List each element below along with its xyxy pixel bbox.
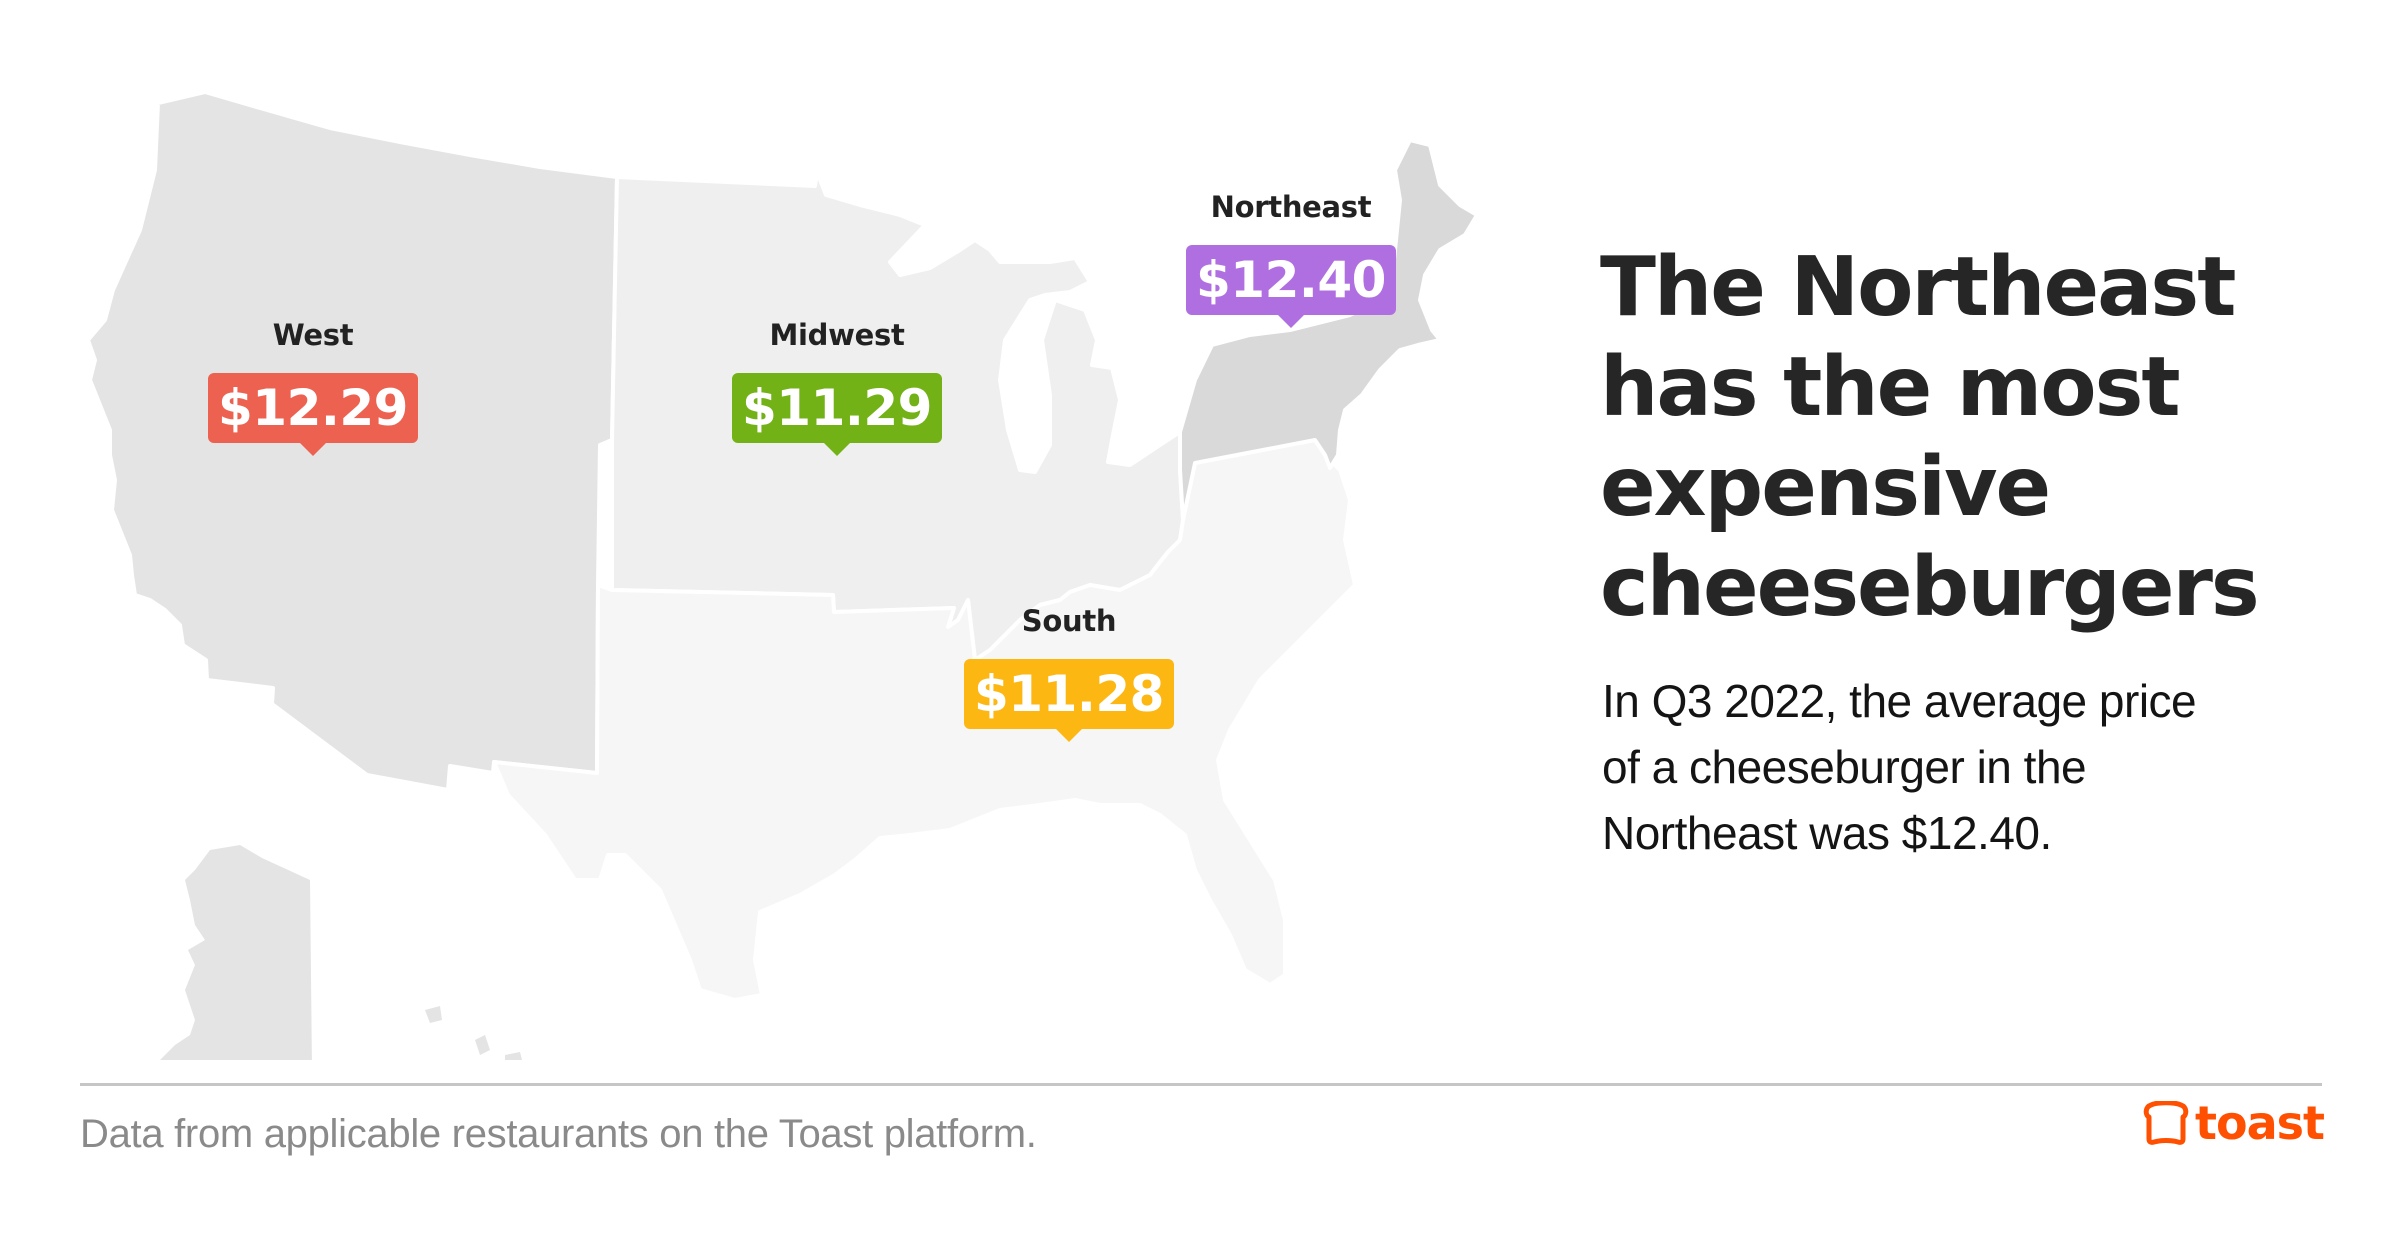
northeast-price-badge: $12.40 [1186, 245, 1396, 328]
south-price-badge: $11.28 [964, 659, 1174, 742]
headline: The Northeast has the most expensive che… [1600, 238, 2320, 638]
us-regions-map [86, 90, 1479, 1060]
description-line: In Q3 2022, the average price [1602, 675, 2197, 727]
alaska [160, 845, 312, 1060]
toast-bread-icon [2143, 1101, 2189, 1145]
west-price-badge: $12.29 [208, 373, 418, 456]
headline-line: cheeseburgers [1600, 540, 2260, 635]
northeast-name: Northeast [1210, 190, 1372, 224]
headline-line: expensive [1600, 440, 2051, 535]
footer-divider [80, 1083, 2322, 1086]
description-line: Northeast was $12.40. [1602, 807, 2052, 859]
west-name: West [272, 318, 354, 352]
midwest-price-badge: $11.29 [732, 373, 942, 456]
toast-wordmark: toast [2195, 1096, 2325, 1150]
midwest-name: Midwest [769, 318, 905, 352]
toast-logo: toast [2143, 1096, 2325, 1150]
south-name: South [1021, 604, 1117, 638]
headline-line: has the most [1600, 340, 2181, 435]
data-source-note: Data from applicable restaurants on the … [80, 1112, 1037, 1156]
headline-line: The Northeast [1600, 240, 2236, 335]
description-line: of a cheeseburger in the [1602, 741, 2087, 793]
region-south [492, 438, 1357, 1002]
description: In Q3 2022, the average price of a chees… [1602, 668, 2302, 866]
hawaii [425, 1006, 522, 1060]
